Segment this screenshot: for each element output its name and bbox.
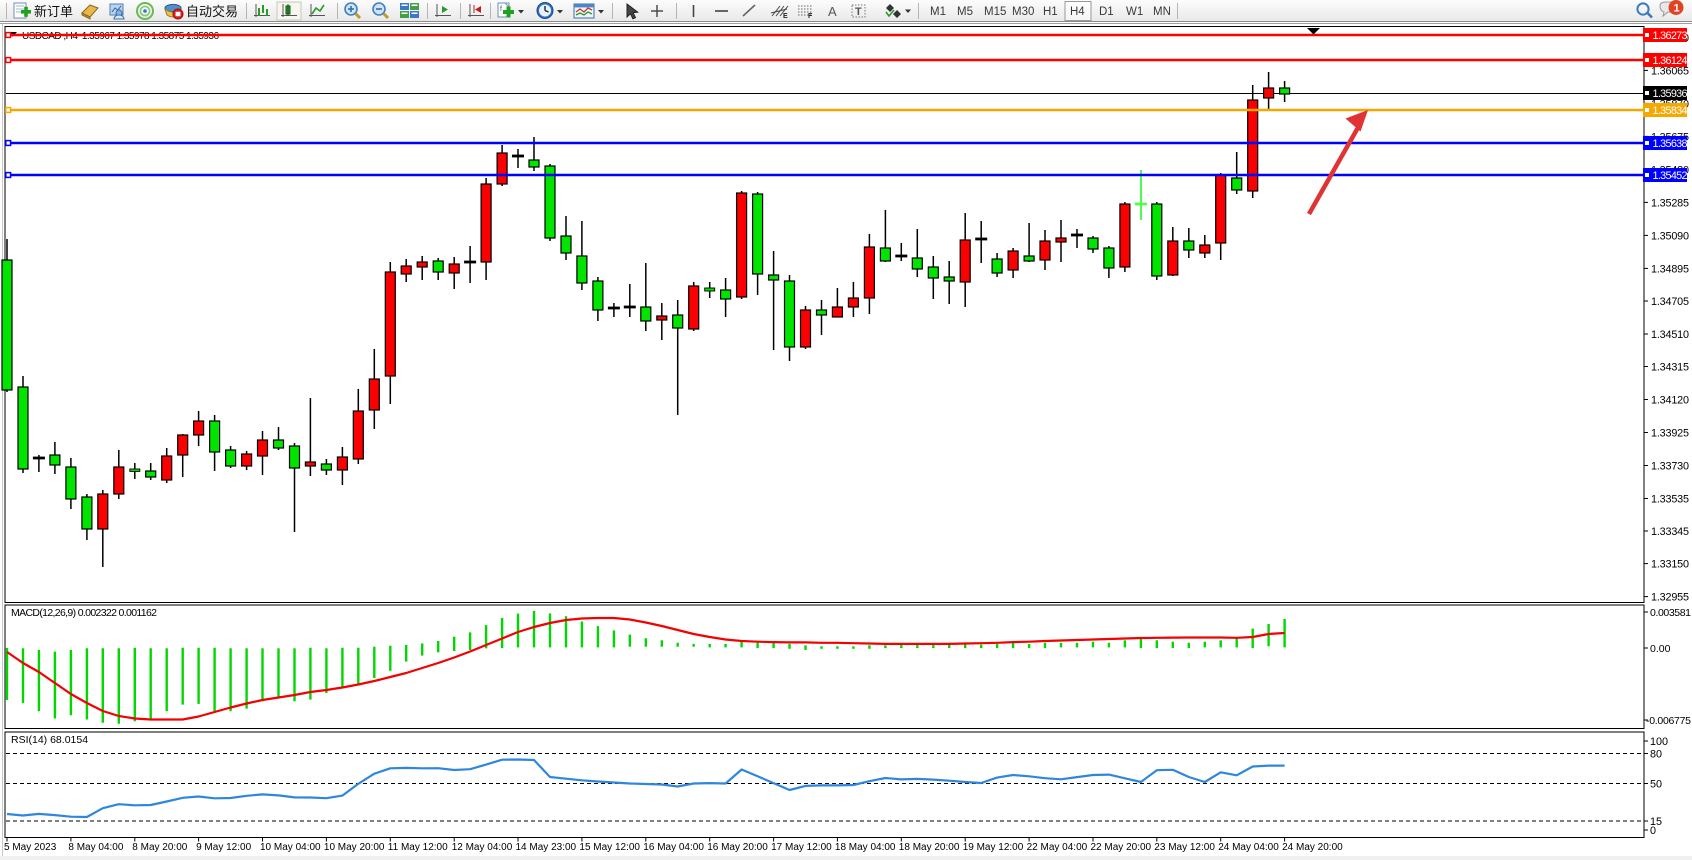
svg-text:12 May 04:00: 12 May 04:00	[452, 842, 513, 853]
svg-text:1.33345: 1.33345	[1651, 526, 1689, 538]
svg-text:17 May 12:00: 17 May 12:00	[771, 842, 832, 853]
svg-text:M1: M1	[930, 6, 946, 18]
svg-text:19 May 12:00: 19 May 12:00	[963, 842, 1024, 853]
svg-text:新订单: 新订单	[34, 4, 73, 19]
svg-text:1.32955: 1.32955	[1651, 592, 1689, 604]
svg-text:24 May 04:00: 24 May 04:00	[1218, 842, 1279, 853]
svg-text:1.34120: 1.34120	[1651, 395, 1689, 407]
svg-text:22 May 20:00: 22 May 20:00	[1091, 842, 1152, 853]
svg-text:自动交易: 自动交易	[186, 4, 238, 19]
svg-text:f: f	[500, 6, 502, 13]
svg-text:15 May 12:00: 15 May 12:00	[579, 842, 640, 853]
svg-text:16 May 20:00: 16 May 20:00	[707, 842, 768, 853]
svg-text:1.35452: 1.35452	[1653, 170, 1688, 182]
svg-text:1.36124: 1.36124	[1653, 55, 1688, 67]
svg-text:22 May 04:00: 22 May 04:00	[1027, 842, 1088, 853]
svg-text:1.35090: 1.35090	[1651, 230, 1689, 242]
svg-text:0: 0	[1650, 825, 1656, 837]
svg-text:10 May 20:00: 10 May 20:00	[324, 842, 385, 853]
svg-text:18 May 04:00: 18 May 04:00	[835, 842, 896, 853]
svg-text:10 May 04:00: 10 May 04:00	[260, 842, 321, 853]
svg-text:80: 80	[1650, 749, 1662, 761]
svg-text:1.34315: 1.34315	[1651, 362, 1689, 374]
svg-text:E: E	[783, 13, 788, 20]
svg-text:0.003581: 0.003581	[1650, 607, 1691, 619]
svg-text:1.35285: 1.35285	[1651, 197, 1689, 209]
svg-text:1.33535: 1.33535	[1651, 494, 1689, 506]
svg-text:1.35834: 1.35834	[1653, 105, 1688, 117]
svg-text:USDCAD ,H4 1.35967 1.35978 1.: USDCAD ,H4 1.35967 1.35978 1.35875 1.359…	[22, 31, 219, 42]
svg-text:18 May 20:00: 18 May 20:00	[899, 842, 960, 853]
svg-text:F: F	[808, 13, 813, 20]
svg-text:M5: M5	[957, 6, 973, 18]
svg-text:16 May 04:00: 16 May 04:00	[643, 842, 704, 853]
svg-text:1.35638: 1.35638	[1653, 138, 1688, 150]
svg-text:1.34705: 1.34705	[1651, 296, 1689, 308]
svg-text:1: 1	[1674, 3, 1680, 15]
svg-text:A: A	[828, 4, 837, 19]
svg-text:RSI(14) 68.0154: RSI(14) 68.0154	[11, 734, 88, 746]
svg-text:1.34895: 1.34895	[1651, 263, 1689, 275]
svg-text:MN: MN	[1153, 6, 1171, 18]
svg-text:15: 15	[1650, 816, 1662, 828]
svg-text:M30: M30	[1012, 6, 1034, 18]
svg-text:1.33730: 1.33730	[1651, 461, 1689, 473]
svg-text:100: 100	[1650, 736, 1668, 748]
svg-text:-0.006775: -0.006775	[1646, 715, 1691, 727]
svg-text:1.35936: 1.35936	[1653, 88, 1688, 100]
svg-text:8 May 04:00: 8 May 04:00	[68, 842, 123, 853]
svg-text:14 May 23:00: 14 May 23:00	[516, 842, 577, 853]
svg-text:11 May 12:00: 11 May 12:00	[388, 842, 448, 853]
svg-text:T: T	[855, 6, 862, 18]
svg-text:8 May 20:00: 8 May 20:00	[132, 842, 187, 853]
svg-text:5 May 2023: 5 May 2023	[4, 842, 57, 853]
svg-text:M15: M15	[984, 6, 1006, 18]
svg-text:1.33925: 1.33925	[1651, 428, 1689, 440]
svg-text:1.33150: 1.33150	[1651, 559, 1689, 571]
svg-text:MACD(12,26,9) 0.002322 0.00116: MACD(12,26,9) 0.002322 0.001162	[11, 607, 157, 619]
svg-text:50: 50	[1650, 779, 1662, 791]
svg-text:1.36273: 1.36273	[1653, 30, 1688, 42]
svg-text:23 May 12:00: 23 May 12:00	[1154, 842, 1215, 853]
svg-text:9 May 12:00: 9 May 12:00	[196, 842, 251, 853]
svg-text:1.36065: 1.36065	[1651, 65, 1689, 77]
svg-text:H1: H1	[1043, 6, 1058, 18]
svg-text:24 May 20:00: 24 May 20:00	[1282, 842, 1343, 853]
svg-text:D1: D1	[1099, 6, 1114, 18]
svg-text:0.00: 0.00	[1650, 643, 1671, 655]
svg-text:1.34510: 1.34510	[1651, 329, 1689, 341]
svg-text:W1: W1	[1126, 6, 1143, 18]
svg-text:H4: H4	[1070, 6, 1085, 18]
